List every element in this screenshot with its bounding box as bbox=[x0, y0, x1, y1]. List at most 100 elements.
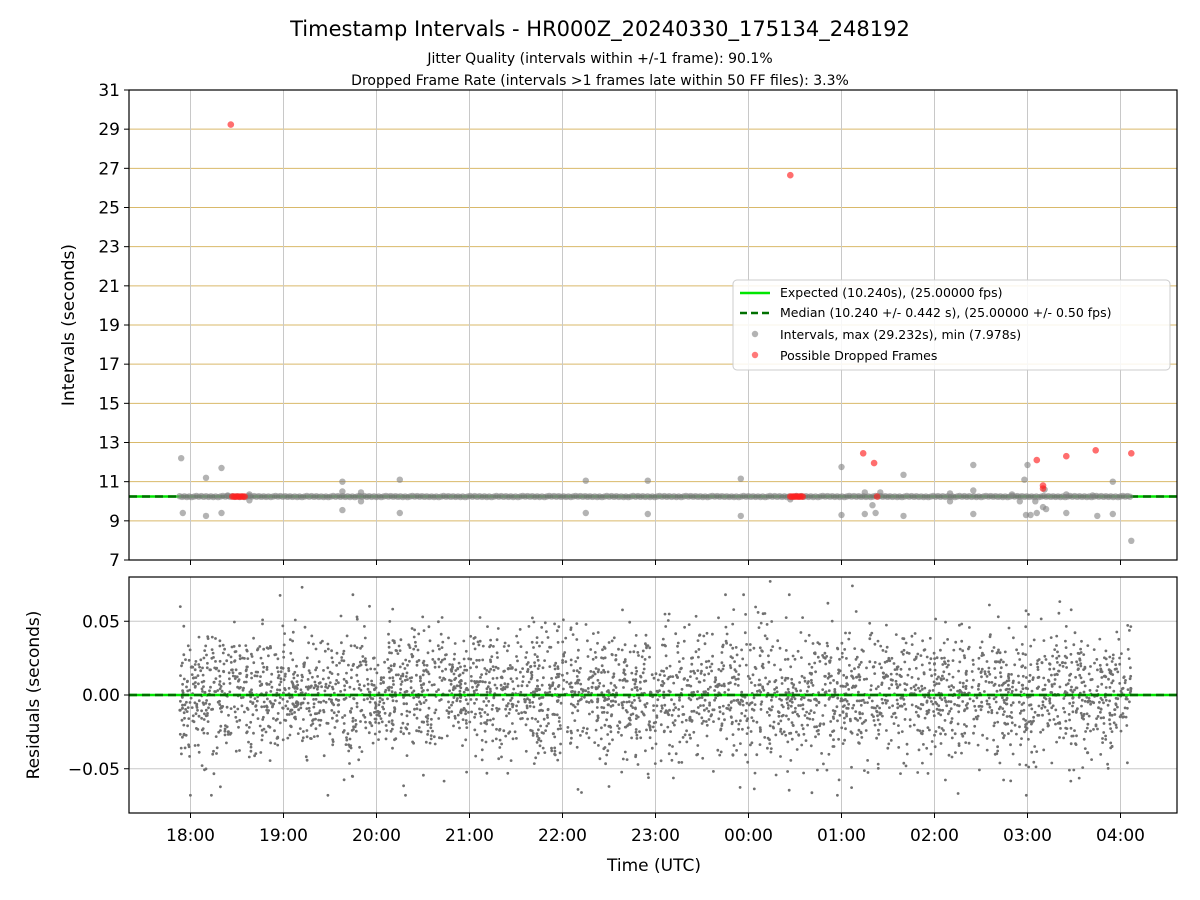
residual-point bbox=[363, 659, 367, 663]
residual-point bbox=[791, 711, 795, 714]
residual-point bbox=[673, 719, 677, 722]
residual-point bbox=[440, 679, 444, 682]
residual-point bbox=[947, 672, 951, 676]
residual-point bbox=[283, 687, 286, 690]
residual-point bbox=[749, 730, 753, 733]
residual-point bbox=[1070, 685, 1073, 689]
residual-point bbox=[390, 686, 394, 689]
residual-point bbox=[765, 623, 769, 626]
residual-point bbox=[1035, 686, 1039, 690]
residual-point bbox=[1026, 695, 1030, 699]
residual-point bbox=[884, 673, 888, 677]
interval-point bbox=[1126, 493, 1134, 500]
residual-point bbox=[230, 645, 234, 649]
residual-point bbox=[322, 754, 326, 758]
residual-point bbox=[405, 671, 409, 675]
residual-point bbox=[223, 647, 227, 651]
residual-point bbox=[630, 671, 634, 675]
residual-point bbox=[703, 698, 707, 702]
residual-point bbox=[250, 655, 254, 658]
residual-point bbox=[662, 669, 665, 673]
residual-point bbox=[685, 729, 688, 733]
residual-point bbox=[447, 700, 450, 704]
residual-point bbox=[387, 720, 391, 724]
residual-point bbox=[533, 664, 537, 668]
residual-point bbox=[682, 639, 686, 643]
residual-point bbox=[621, 608, 624, 612]
residual-point bbox=[182, 653, 186, 657]
residual-point bbox=[895, 672, 899, 676]
residual-point bbox=[493, 683, 497, 687]
residual-point bbox=[1094, 724, 1098, 728]
residual-point bbox=[793, 697, 797, 701]
residual-point bbox=[784, 649, 788, 652]
residual-point bbox=[890, 656, 894, 660]
residual-point bbox=[734, 646, 738, 649]
residual-point bbox=[925, 700, 929, 704]
residual-point bbox=[692, 669, 695, 673]
residual-point bbox=[473, 715, 476, 719]
residual-point bbox=[208, 702, 211, 706]
residual-point bbox=[409, 686, 413, 690]
residual-point bbox=[577, 690, 581, 694]
residual-point bbox=[751, 673, 755, 677]
residual-point bbox=[180, 664, 183, 668]
residual-point bbox=[940, 727, 944, 730]
residual-point bbox=[614, 658, 618, 661]
residual-point bbox=[963, 656, 967, 660]
residual-point bbox=[345, 634, 349, 638]
residual-point bbox=[359, 688, 363, 692]
dropped-frame-point bbox=[1063, 452, 1070, 460]
residual-point bbox=[399, 683, 403, 686]
residual-point bbox=[914, 688, 917, 692]
residual-point bbox=[516, 684, 520, 688]
residual-point bbox=[664, 654, 668, 658]
residual-point bbox=[752, 646, 756, 650]
residual-point bbox=[1018, 711, 1022, 715]
residual-point bbox=[663, 643, 666, 647]
residual-point bbox=[1020, 737, 1023, 740]
residual-point bbox=[970, 670, 974, 673]
residual-point bbox=[729, 666, 733, 670]
residual-point bbox=[772, 720, 776, 724]
residual-point bbox=[810, 678, 813, 682]
residual-point bbox=[314, 717, 317, 721]
residual-point bbox=[511, 703, 515, 707]
residual-point bbox=[492, 645, 495, 648]
residual-point bbox=[271, 705, 274, 709]
residual-point bbox=[989, 633, 992, 637]
residual-point bbox=[273, 653, 277, 657]
residual-point bbox=[227, 653, 230, 657]
residual-point bbox=[808, 717, 812, 721]
residual-point bbox=[229, 661, 233, 664]
residual-point bbox=[389, 668, 393, 671]
residual-point bbox=[662, 730, 666, 734]
residual-point bbox=[207, 706, 210, 710]
residual-point bbox=[300, 691, 304, 694]
residual-point bbox=[221, 643, 225, 647]
residual-point bbox=[837, 737, 840, 741]
residual-point bbox=[855, 675, 858, 679]
residual-point bbox=[278, 701, 281, 705]
residual-point bbox=[761, 662, 765, 666]
residual-point bbox=[864, 729, 868, 732]
residual-point bbox=[896, 665, 900, 669]
residual-point bbox=[1079, 662, 1083, 665]
residual-point bbox=[634, 730, 638, 734]
residual-point bbox=[759, 621, 763, 625]
residual-point bbox=[853, 685, 857, 689]
residual-point bbox=[520, 711, 523, 715]
residual-point bbox=[279, 670, 283, 674]
residual-point bbox=[810, 791, 814, 795]
residual-point bbox=[963, 723, 966, 726]
residual-point bbox=[466, 702, 470, 706]
residual-point bbox=[652, 676, 656, 680]
residual-point bbox=[1064, 639, 1067, 643]
residual-point bbox=[1085, 712, 1089, 716]
residual-point bbox=[384, 737, 388, 741]
residual-point bbox=[914, 683, 918, 687]
residual-point bbox=[676, 641, 680, 645]
residual-point bbox=[576, 729, 580, 732]
residual-point bbox=[854, 710, 858, 713]
residual-point bbox=[418, 675, 422, 679]
